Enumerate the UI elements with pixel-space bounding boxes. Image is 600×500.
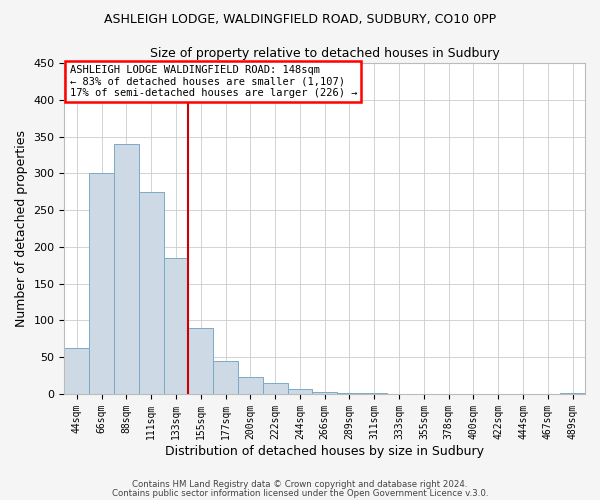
Bar — [362, 393, 386, 394]
Bar — [164, 258, 188, 394]
Bar — [560, 392, 585, 394]
Bar — [64, 348, 89, 394]
Bar — [337, 392, 362, 394]
Text: ASHLEIGH LODGE, WALDINGFIELD ROAD, SUDBURY, CO10 0PP: ASHLEIGH LODGE, WALDINGFIELD ROAD, SUDBU… — [104, 12, 496, 26]
Bar — [313, 392, 337, 394]
Bar — [238, 377, 263, 394]
Text: Contains public sector information licensed under the Open Government Licence v.: Contains public sector information licen… — [112, 489, 488, 498]
Text: ASHLEIGH LODGE WALDINGFIELD ROAD: 148sqm
← 83% of detached houses are smaller (1: ASHLEIGH LODGE WALDINGFIELD ROAD: 148sqm… — [70, 64, 357, 98]
Bar — [89, 174, 114, 394]
Text: Contains HM Land Registry data © Crown copyright and database right 2024.: Contains HM Land Registry data © Crown c… — [132, 480, 468, 489]
Bar — [114, 144, 139, 394]
Bar — [213, 361, 238, 394]
X-axis label: Distribution of detached houses by size in Sudbury: Distribution of detached houses by size … — [165, 444, 484, 458]
Bar — [139, 192, 164, 394]
Bar — [287, 389, 313, 394]
Y-axis label: Number of detached properties: Number of detached properties — [15, 130, 28, 327]
Title: Size of property relative to detached houses in Sudbury: Size of property relative to detached ho… — [150, 48, 500, 60]
Bar — [263, 383, 287, 394]
Bar — [188, 328, 213, 394]
